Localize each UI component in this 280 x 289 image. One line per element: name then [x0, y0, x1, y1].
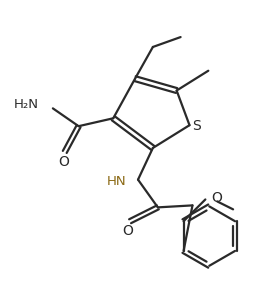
- Text: O: O: [123, 224, 134, 238]
- Text: O: O: [58, 155, 69, 169]
- Text: S: S: [192, 119, 201, 133]
- Text: O: O: [211, 191, 222, 205]
- Text: HN: HN: [106, 175, 126, 188]
- Text: H₂N: H₂N: [14, 98, 39, 111]
